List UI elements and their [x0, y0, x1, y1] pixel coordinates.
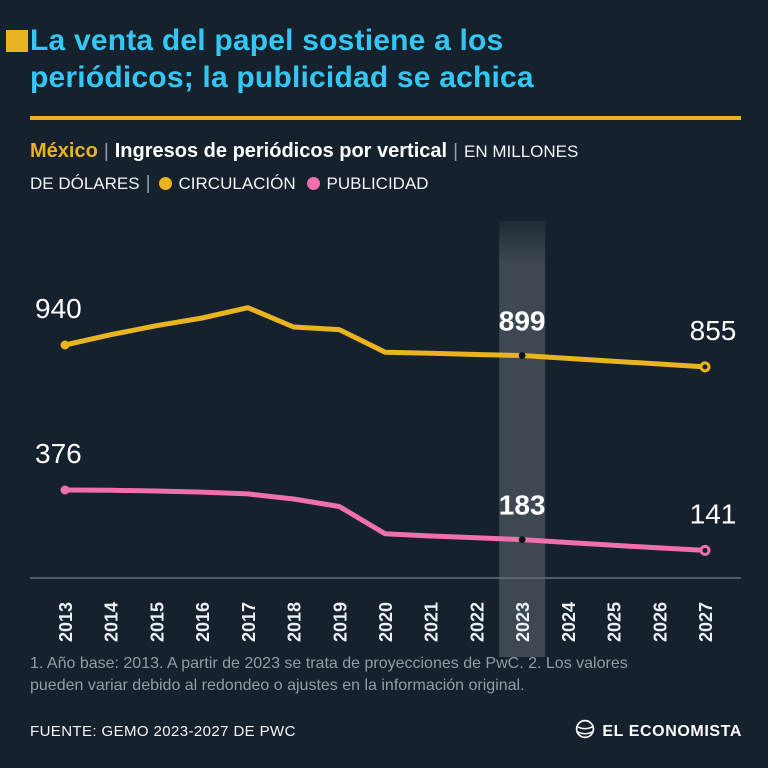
start-dot-publicidad [60, 485, 70, 495]
line-chart: 2013 2014 2015 2016 2017 2018 2019 2020 2021 2022… [30, 221, 741, 657]
highlight-band-2023 [499, 221, 546, 657]
year-label-2023: 2023 [513, 602, 533, 642]
page-title-line-1: La venta del papel sostiene a los [30, 24, 504, 57]
separator-pipe: | [103, 141, 109, 162]
year-label-2018: 2018 [285, 602, 305, 642]
el-economista-logo-icon [575, 719, 595, 744]
year-label-2024: 2024 [559, 602, 579, 642]
chart-title: Ingresos de periódicos por vertical [114, 140, 448, 162]
year-label-2016: 2016 [193, 602, 213, 642]
publicidad-legend-dot-icon [306, 177, 320, 190]
chart-subtitle: México | Ingresos de periódicos por vertic… [30, 136, 744, 200]
title-bullet-square [6, 30, 28, 52]
series-line-circulacion [62, 305, 708, 370]
year-label-2022: 2022 [467, 602, 487, 642]
subtitle-line-1: México | Ingresos de periódicos por vertic… [30, 136, 744, 168]
series-line-publicidad [62, 487, 708, 553]
separator-pipe: | [453, 141, 459, 162]
circulacion-legend-dot-icon [158, 177, 172, 190]
highlight-dot-circulacion [518, 352, 526, 359]
title-underline [30, 116, 741, 120]
units-label-part-1: EN MILLONES [464, 142, 579, 161]
region-label: México [30, 140, 98, 162]
start-dot-circulacion [60, 340, 70, 350]
year-label-2020: 2020 [376, 602, 396, 642]
value-label-141: 141 [690, 498, 737, 529]
year-label-2021: 2021 [422, 602, 442, 642]
circulacion-legend-label: CIRCULACIÓN [178, 174, 296, 193]
separator-pipe: | [145, 173, 151, 194]
year-label-2025: 2025 [605, 602, 625, 642]
end-dot-publicidad [699, 544, 711, 556]
publicidad-legend-label: PUBLICIDAD [326, 174, 429, 193]
year-label-2026: 2026 [650, 602, 670, 642]
value-label-183: 183 [499, 490, 546, 521]
value-label-899: 899 [499, 306, 546, 337]
page-title-line-2: periódicos; la publicidad se achica [30, 61, 534, 94]
value-label-940: 940 [35, 293, 82, 324]
units-label-part-2: DE DÓLARES [30, 174, 140, 193]
subtitle-line-2: DE DÓLARES | CIRCULACIÓN PUBLICIDAD [30, 168, 744, 200]
brand-wordmark: EL ECONOMISTA [602, 722, 742, 740]
source-label: FUENTE: GEMO 2023-2027 DE PWC [30, 723, 296, 740]
year-label-2015: 2015 [147, 602, 167, 642]
value-label-376: 376 [35, 438, 82, 469]
page-title: La venta del papel sostiene a los periód… [30, 22, 534, 96]
footer: FUENTE: GEMO 2023-2027 DE PWC EL ECONOMI… [30, 719, 742, 744]
year-label-2013: 2013 [56, 602, 76, 642]
footnote: 1. Año base: 2013. A partir de 2023 se t… [30, 655, 628, 695]
year-label-2027: 2027 [696, 602, 716, 642]
highlight-dot-publicidad [518, 536, 526, 544]
year-label-2017: 2017 [239, 602, 259, 642]
year-label-2014: 2014 [102, 602, 122, 642]
value-label-855: 855 [690, 315, 737, 346]
brand: EL ECONOMISTA [575, 719, 742, 744]
end-dot-circulacion [699, 361, 711, 373]
year-label-2019: 2019 [330, 602, 350, 642]
